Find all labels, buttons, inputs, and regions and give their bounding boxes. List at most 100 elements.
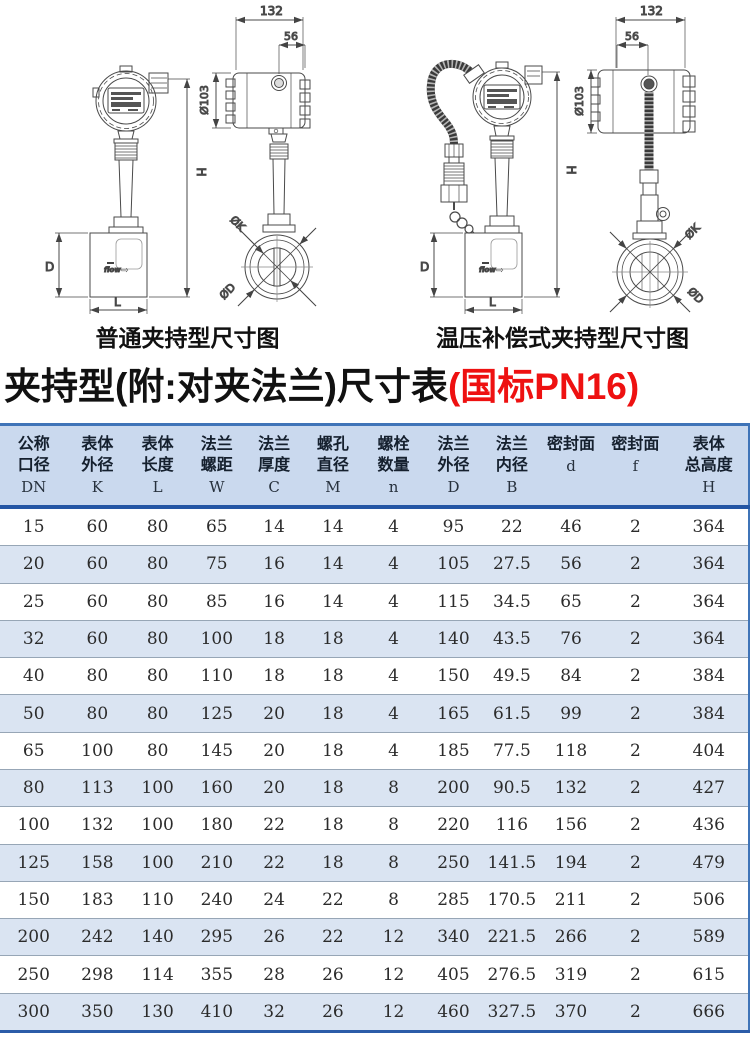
table-cell: 14 bbox=[263, 517, 285, 538]
column-header-D: 法兰 外径 D bbox=[424, 424, 483, 507]
table-cell: 211 bbox=[554, 890, 588, 911]
dim-label-ok: ØK bbox=[227, 213, 248, 234]
table-cell: 295 bbox=[200, 927, 234, 948]
table-cell: 4 bbox=[388, 666, 399, 687]
table-cell: 156 bbox=[554, 815, 588, 836]
drawing-plain-clamp: flow ⇨ D L H bbox=[45, 4, 317, 314]
table-cell: 327.5 bbox=[487, 1001, 537, 1022]
table-cell: 141.5 bbox=[487, 852, 537, 873]
table-cell: 100 bbox=[200, 628, 234, 649]
table-cell: 100 bbox=[81, 740, 114, 761]
table-cell: 2 bbox=[630, 890, 641, 911]
column-header-line2: 密封面 bbox=[611, 435, 660, 453]
table-cell: 65 bbox=[205, 517, 228, 538]
table-cell: 8 bbox=[388, 778, 399, 799]
table-cell: 25 bbox=[22, 591, 45, 612]
dim-label-132: 132 bbox=[260, 4, 283, 18]
table-cell: 2 bbox=[630, 517, 641, 538]
table-cell: 80 bbox=[146, 628, 169, 649]
dim-label-132: 132 bbox=[640, 4, 663, 18]
title-main: 夹持型(附:对夹法兰)尺寸表 bbox=[4, 366, 448, 407]
table-row: 80 113 100 160 20 18 8 200 90.5 132 2 427 bbox=[0, 769, 749, 807]
table-cell: 4 bbox=[388, 703, 399, 724]
dim-label-ok: ØK bbox=[682, 221, 703, 242]
table-cell: 27.5 bbox=[492, 554, 531, 575]
column-header-L: 表体 长度 L bbox=[127, 424, 188, 507]
column-header-line1: 公称 bbox=[17, 435, 50, 453]
table-cell: 34.5 bbox=[492, 591, 531, 612]
flow-label: flow bbox=[104, 266, 121, 274]
column-header-line1: 法兰 bbox=[200, 435, 233, 453]
column-header-letter: DN bbox=[21, 477, 47, 496]
table-cell: 140 bbox=[141, 927, 174, 948]
table-cell: 132 bbox=[81, 815, 114, 836]
column-header-line2: 数量 bbox=[377, 456, 410, 474]
side-view bbox=[590, 69, 696, 308]
dim-label-56: 56 bbox=[625, 30, 639, 43]
table-cell: 2 bbox=[630, 964, 641, 985]
table-row: 40 80 80 110 18 18 4 150 49.5 84 2 384 bbox=[0, 657, 749, 695]
table-cell: 60 bbox=[86, 628, 109, 649]
table-cell: 22 bbox=[322, 927, 344, 948]
table-cell: 4 bbox=[388, 740, 399, 761]
column-header-line2: 直径 bbox=[316, 456, 349, 474]
table-cell: 4 bbox=[388, 591, 399, 612]
table-cell: 77.5 bbox=[492, 740, 531, 761]
column-header-letter: D bbox=[447, 477, 460, 496]
table-cell: 80 bbox=[146, 517, 169, 538]
table-cell: 110 bbox=[200, 666, 234, 687]
table-row: 300 350 130 410 32 26 12 460 327.5 370 2 666 bbox=[0, 993, 749, 1032]
table-cell: 370 bbox=[554, 1001, 588, 1022]
dim-label-od: ØD bbox=[685, 285, 706, 306]
table-cell: 114 bbox=[141, 964, 174, 985]
table-cell: 2 bbox=[630, 1001, 641, 1022]
table-cell: 479 bbox=[692, 852, 725, 873]
table-cell: 589 bbox=[692, 927, 725, 948]
table-cell: 460 bbox=[437, 1001, 470, 1022]
table-row: 100 132 100 180 22 18 8 220 116 156 2 436 bbox=[0, 806, 749, 845]
table-cell: 150 bbox=[437, 666, 470, 687]
table-cell: 364 bbox=[692, 591, 725, 612]
table-cell: 319 bbox=[554, 964, 588, 985]
dim-label-56: 56 bbox=[284, 30, 298, 43]
table-cell: 384 bbox=[692, 666, 725, 687]
table-cell: 2 bbox=[630, 778, 641, 799]
table-cell: 220 bbox=[437, 815, 470, 836]
table-cell: 65 bbox=[22, 740, 45, 761]
table-cell: 298 bbox=[81, 964, 114, 985]
table-cell: 183 bbox=[81, 890, 114, 911]
table-cell: 2 bbox=[630, 628, 641, 649]
table-cell: 2 bbox=[630, 554, 641, 575]
table-header-row: 公称 口径 DN 表体 外径 K 表体 长度 L 法兰 螺距 W 法兰 厚度 C 螺孔 直径 M 螺栓 数量 n 法兰 外径… bbox=[0, 424, 749, 507]
flow-label: flow bbox=[479, 266, 496, 274]
table-cell: 221.5 bbox=[487, 927, 537, 948]
column-header-line1: 螺孔 bbox=[316, 435, 349, 453]
dim-label-d: D bbox=[420, 260, 429, 274]
table-cell: 113 bbox=[81, 778, 114, 799]
table-row: 250 298 114 355 28 26 12 405 276.5 319 2 615 bbox=[0, 955, 749, 994]
table-row: 65 100 80 145 20 18 4 185 77.5 118 2 404 bbox=[0, 732, 749, 770]
display-text-bars bbox=[487, 89, 517, 108]
table-cell: 95 bbox=[442, 517, 465, 538]
dimension-table: 公称 口径 DN 表体 外径 K 表体 长度 L 法兰 螺距 W 法兰 厚度 C 螺孔 直径 M 螺栓 数量 n 法兰 外径… bbox=[0, 422, 750, 1034]
table-cell: 285 bbox=[437, 890, 470, 911]
table-cell: 276.5 bbox=[487, 964, 537, 985]
display-text-bars bbox=[111, 92, 141, 111]
front-view: flow ⇨ bbox=[89, 65, 169, 298]
table-cell: 364 bbox=[692, 517, 725, 538]
column-header-line1: 法兰 bbox=[495, 435, 528, 453]
table-cell: 12 bbox=[382, 964, 405, 985]
column-header-letter: L bbox=[152, 477, 163, 496]
dim-label-l: L bbox=[114, 295, 121, 309]
column-header-letter: H bbox=[702, 477, 716, 496]
flow-arrow-icon: ⇨ bbox=[121, 266, 129, 276]
table-cell: 20 bbox=[263, 778, 285, 799]
table-cell: 100 bbox=[17, 815, 50, 836]
table-cell: 300 bbox=[17, 1001, 50, 1022]
table-cell: 18 bbox=[322, 740, 344, 761]
table-cell: 18 bbox=[322, 628, 344, 649]
column-header-line2: 外径 bbox=[437, 456, 470, 474]
column-header-line1: 表体 bbox=[141, 435, 174, 453]
table-cell: 240 bbox=[200, 890, 234, 911]
table-cell: 43.5 bbox=[492, 628, 531, 649]
